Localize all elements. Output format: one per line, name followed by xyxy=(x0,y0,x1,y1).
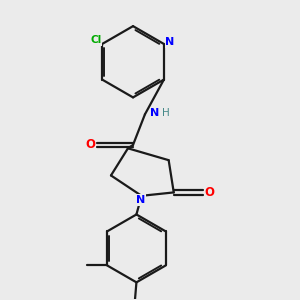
Text: O: O xyxy=(85,138,96,152)
Text: N: N xyxy=(165,37,175,47)
Text: H: H xyxy=(162,108,170,118)
Text: N: N xyxy=(136,195,146,205)
Text: O: O xyxy=(204,186,214,199)
Text: Cl: Cl xyxy=(90,35,102,45)
Text: N: N xyxy=(151,108,160,118)
